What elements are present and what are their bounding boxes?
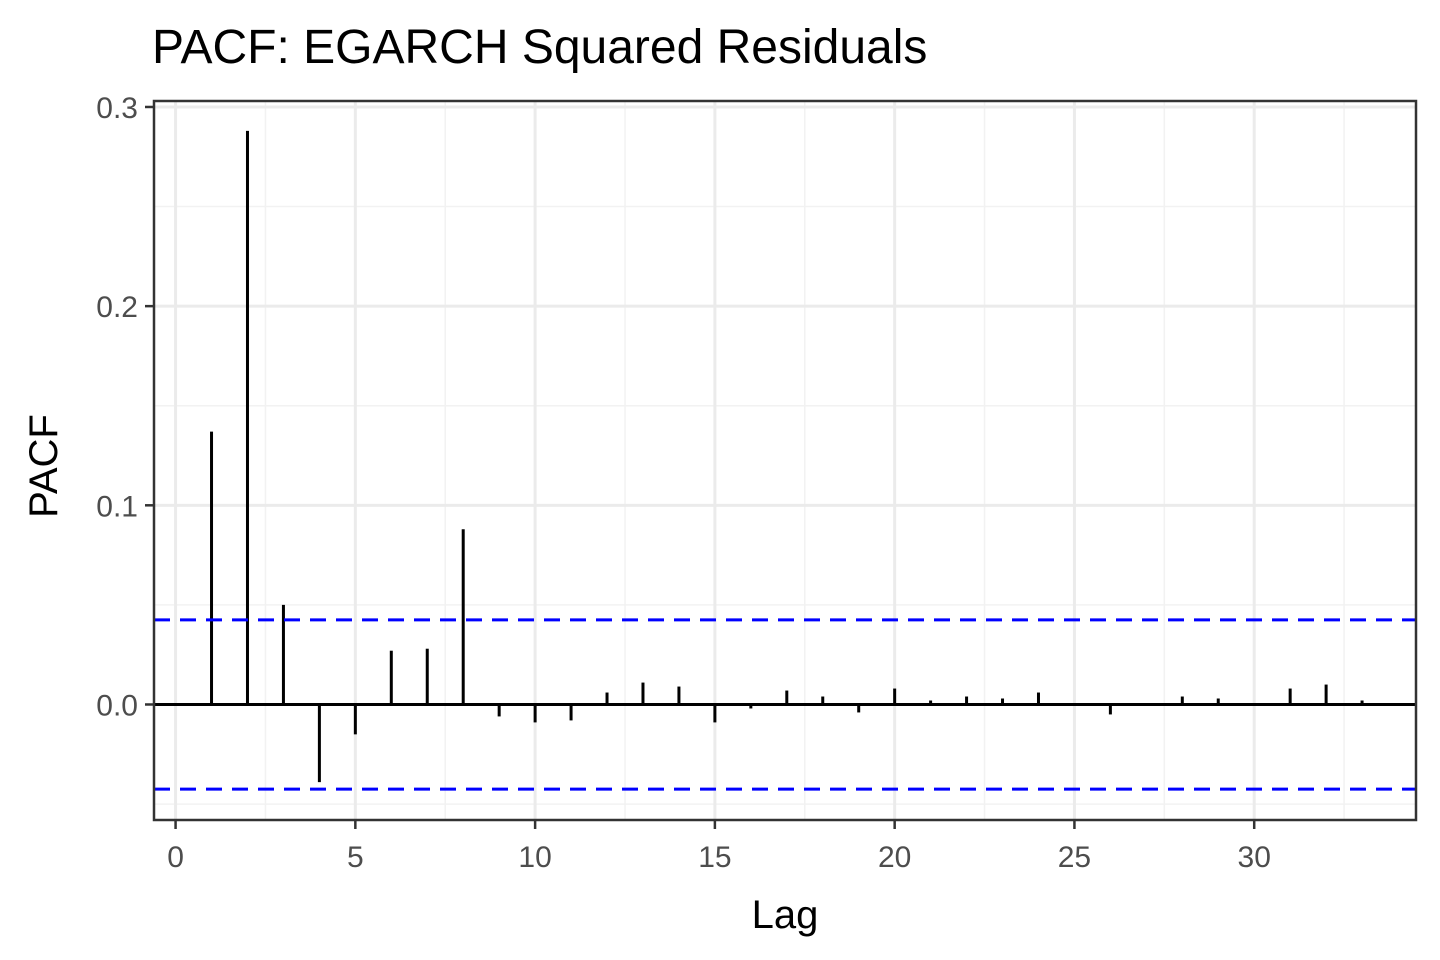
y-axis-title: PACF (22, 414, 66, 518)
x-tick-label: 5 (347, 841, 364, 874)
chart-title: PACF: EGARCH Squared Residuals (152, 21, 927, 74)
y-tick-label: 0.2 (96, 291, 138, 324)
x-axis-title: Lag (752, 893, 819, 937)
x-tick-label: 30 (1238, 841, 1271, 874)
panel-border (152, 99, 1418, 822)
x-tick-label: 25 (1058, 841, 1091, 874)
x-tick-label: 15 (698, 841, 731, 874)
x-tick-label: 20 (878, 841, 911, 874)
y-tick-label: 0.0 (96, 689, 138, 722)
x-tick-label: 10 (518, 841, 551, 874)
x-tick-label: 0 (167, 841, 184, 874)
panel-background (154, 101, 1416, 820)
y-tick-label: 0.1 (96, 490, 138, 523)
y-tick-label: 0.3 (96, 92, 138, 125)
plot-area: 0 5 10 15 20 25 30 0.0 0.1 0.2 0.3 (96, 92, 1418, 874)
